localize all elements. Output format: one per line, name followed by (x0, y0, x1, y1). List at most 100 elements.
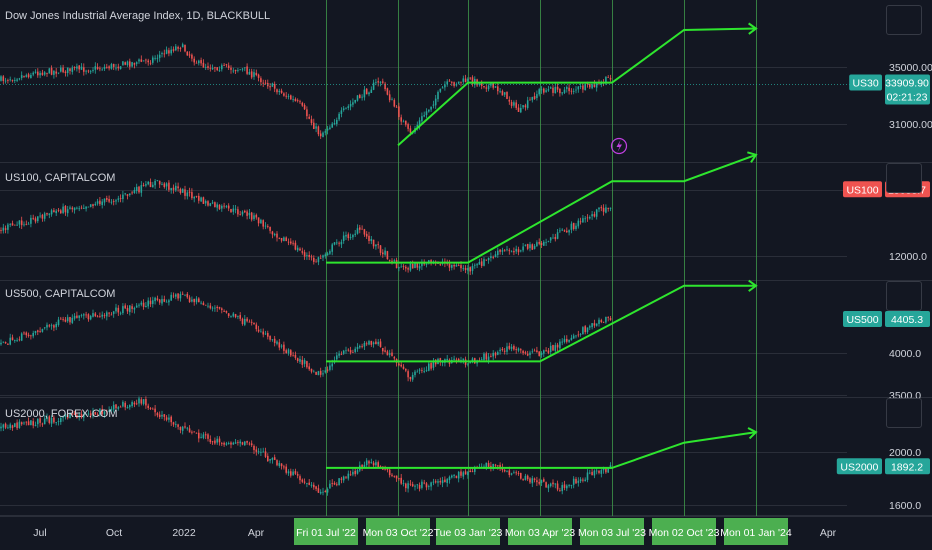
candle-body (283, 237, 285, 242)
candle-body (227, 65, 230, 68)
candle-body (388, 353, 391, 355)
candle-body (524, 352, 527, 354)
candle-body (262, 82, 264, 84)
candle-body (411, 264, 414, 269)
candle-body (216, 67, 218, 71)
candle-body (347, 234, 350, 239)
candle-body (407, 371, 409, 378)
candle-body (421, 370, 423, 372)
candle-body (329, 127, 331, 130)
pane-settings-button[interactable] (886, 398, 922, 428)
candle-body (32, 217, 34, 219)
candle-body (246, 440, 248, 443)
candle-body (494, 254, 497, 258)
candle-body (609, 207, 612, 209)
candle-body (593, 83, 596, 87)
candle-body (595, 83, 598, 88)
candle-body (462, 472, 465, 477)
candle-body (20, 333, 23, 341)
candle-body (71, 412, 74, 414)
candle-body (170, 188, 172, 191)
candle-body (119, 66, 122, 70)
candle-body (545, 90, 547, 92)
candle-body (425, 483, 428, 488)
candle-body (126, 308, 129, 312)
candle-body (78, 65, 80, 70)
candle-body (76, 207, 78, 209)
candle-body (342, 108, 345, 111)
candle-body (186, 192, 189, 197)
candle-body (140, 59, 143, 62)
candle-body (391, 99, 393, 101)
candle-body (53, 417, 55, 423)
x-date-label: Fri 01 Jul '22 (296, 527, 356, 539)
candle-body (416, 262, 419, 268)
candle-body (451, 264, 453, 268)
candle-body (106, 312, 108, 317)
candle-body (543, 479, 545, 482)
candle-body (271, 339, 274, 341)
candle-body (444, 84, 446, 88)
candle-body (395, 106, 398, 108)
candle-body (423, 482, 425, 484)
candle-body (446, 479, 448, 483)
candle-body (563, 89, 566, 93)
candle-body (361, 228, 363, 230)
candle-body (124, 193, 126, 195)
candle-body (48, 213, 51, 215)
candle-body (244, 319, 246, 325)
candle-body (529, 478, 531, 483)
candle-body (101, 408, 103, 415)
candle-body (483, 259, 485, 266)
candle-body (568, 230, 570, 233)
candle-body (246, 318, 248, 322)
candle-body (324, 491, 327, 493)
candle-body (20, 75, 23, 79)
candle-body (69, 317, 71, 323)
candle-body (48, 416, 51, 423)
candle-body (92, 411, 94, 417)
pane-settings-button[interactable] (886, 281, 922, 311)
lightning-icon-bolt (616, 140, 622, 152)
candle-body (331, 244, 333, 252)
candle-body (129, 61, 131, 67)
candle-body (227, 443, 230, 444)
candle-body (119, 198, 122, 199)
candle-body (382, 252, 384, 255)
candle-body (25, 421, 28, 423)
pane-settings-button[interactable] (886, 163, 922, 193)
candle-body (345, 107, 347, 109)
candle-body (99, 68, 101, 70)
candle-body (202, 197, 205, 204)
candle-body (232, 442, 235, 445)
candle-body (170, 416, 172, 423)
candle-body (262, 220, 264, 227)
candle-body (342, 235, 345, 241)
candle-body (269, 86, 271, 88)
candle-body (503, 92, 506, 95)
candle-body (329, 251, 331, 254)
candle-body (602, 207, 605, 212)
candle-body (92, 204, 94, 206)
candle-body (80, 314, 83, 316)
pane-settings-button[interactable] (886, 5, 922, 35)
candle-body (207, 66, 209, 69)
projection-line (326, 431, 757, 469)
candle-body (193, 58, 195, 63)
candle-body (165, 301, 168, 303)
candle-body (168, 300, 170, 303)
candle-body (331, 363, 333, 367)
candle-body (506, 471, 508, 473)
candle-body (76, 414, 78, 418)
candle-body (398, 363, 400, 366)
candle-body (209, 439, 212, 443)
candle-body (290, 350, 292, 356)
candle-body (368, 341, 370, 345)
candle-body (0, 426, 2, 429)
candle-body (324, 131, 327, 133)
candle-body (69, 207, 71, 209)
candle-body (267, 226, 269, 227)
candle-body (223, 442, 225, 445)
candle-body (375, 81, 377, 83)
